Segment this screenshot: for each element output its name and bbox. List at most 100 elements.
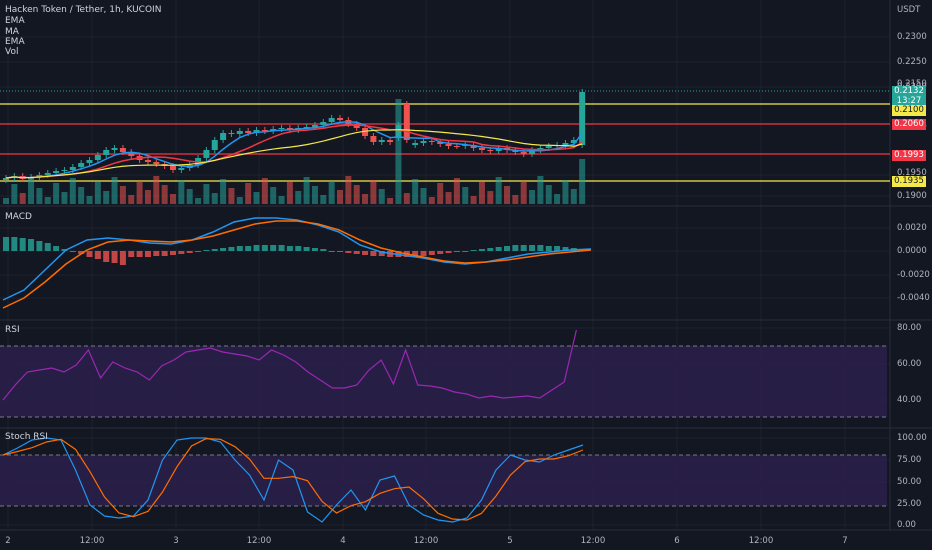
candle-body	[529, 150, 536, 154]
volume-bar	[462, 187, 469, 204]
macd-histogram-bar	[529, 245, 536, 251]
candle-body	[370, 136, 377, 142]
rsi-line	[2, 329, 577, 401]
macd-histogram-bar	[437, 251, 444, 254]
macd-histogram-bar	[195, 251, 202, 252]
candle-body	[61, 170, 68, 171]
stoch-rsi-label[interactable]: Stoch RSI	[5, 432, 48, 442]
candle-body	[119, 148, 126, 152]
rsi-label[interactable]: RSI	[5, 325, 20, 335]
macd-histogram-bar	[328, 251, 335, 252]
candle-body	[278, 128, 285, 129]
level-tag-0.2060: 0.2060	[892, 119, 926, 130]
time-tick: 12:00	[748, 536, 774, 546]
volume-bar	[470, 196, 477, 204]
volume-bar	[403, 193, 410, 204]
macd-histogram-bar	[478, 249, 485, 251]
candle-body	[103, 150, 110, 155]
volume-bar	[453, 178, 460, 204]
macd-histogram-bar	[345, 251, 352, 253]
price-tick: 0.1900	[897, 191, 927, 201]
time-tick: 4	[340, 536, 346, 546]
macd-histogram-bar	[420, 251, 427, 256]
time-tick: 2	[5, 536, 11, 546]
volume-bar	[278, 196, 285, 204]
stoch-tick: 0.00	[897, 520, 916, 530]
volume-bar	[220, 179, 227, 204]
macd-histogram-bar	[153, 251, 160, 256]
volume-bar	[579, 159, 586, 204]
candle-body	[337, 118, 343, 120]
candle-body	[579, 92, 586, 145]
macd-histogram-bar	[28, 239, 35, 251]
volume-bar	[320, 195, 327, 204]
volume-bar	[144, 190, 151, 204]
candle-body	[270, 129, 277, 131]
macd-label[interactable]: MACD	[5, 212, 32, 222]
macd-histogram-bar	[270, 245, 277, 251]
volume-bar	[337, 190, 343, 204]
volume-bar	[270, 187, 277, 204]
macd-signal-line	[2, 220, 592, 309]
volume-bar	[119, 186, 126, 204]
macd-histogram-bar	[261, 245, 268, 251]
macd-tick: -0.0020	[897, 270, 930, 280]
candle-body	[420, 141, 427, 143]
macd-histogram-bar	[378, 251, 385, 256]
time-tick: 6	[674, 536, 680, 546]
indicator-vol[interactable]: Vol	[5, 47, 19, 57]
volume-bar	[36, 188, 43, 204]
rsi-tick: 80.00	[897, 323, 922, 333]
volume-bar	[495, 177, 502, 204]
candle-body	[445, 144, 452, 146]
macd-histogram-bar	[220, 248, 227, 251]
candle-body	[128, 152, 135, 156]
price-tick: 0.2300	[897, 32, 927, 42]
volume-bar	[428, 197, 435, 204]
volume-bar	[53, 183, 60, 204]
candle-body	[428, 141, 435, 142]
volume-bar	[562, 180, 569, 204]
candle-body	[362, 128, 369, 136]
indicator-ema-2[interactable]: EMA	[5, 37, 25, 47]
rsi-tick: 60.00	[897, 359, 922, 369]
macd-histogram-bar	[94, 251, 101, 259]
volume-bar	[103, 191, 110, 204]
candle-body	[512, 150, 519, 152]
candle-body	[144, 160, 151, 162]
volume-bar	[487, 191, 494, 204]
rsi-band	[0, 346, 887, 417]
volume-bar	[295, 191, 302, 204]
indicator-ema-1[interactable]: EMA	[5, 16, 25, 26]
macd-histogram-bar	[303, 247, 310, 251]
macd-histogram-bar	[470, 250, 477, 251]
candle-body	[387, 140, 394, 142]
volume-bar	[245, 183, 252, 204]
candle-body	[69, 167, 76, 170]
volume-bar	[412, 179, 419, 204]
volume-bar	[478, 182, 485, 204]
indicator-ma[interactable]: MA	[5, 27, 19, 37]
macd-histogram-bar	[353, 251, 360, 254]
macd-histogram-bar	[545, 246, 552, 251]
stoch-tick: 75.00	[897, 455, 922, 465]
macd-histogram-bar	[462, 251, 469, 252]
candle-body	[487, 150, 494, 151]
macd-histogram-bar	[295, 246, 302, 251]
volume-bar	[311, 186, 318, 204]
candle-body	[437, 142, 444, 144]
volume-bar	[362, 194, 369, 204]
candle-body	[94, 155, 101, 160]
macd-histogram-bar	[11, 237, 18, 251]
candle-body	[211, 140, 218, 150]
macd-histogram-bar	[236, 246, 243, 251]
macd-histogram-bar	[53, 246, 60, 251]
volume-bar	[61, 192, 68, 204]
macd-histogram-bar	[278, 245, 285, 251]
volume-bar	[545, 185, 552, 204]
volume-bar	[570, 189, 577, 204]
ma-line	[5, 124, 583, 179]
time-tick: 12:00	[413, 536, 439, 546]
volume-bar	[261, 178, 268, 204]
